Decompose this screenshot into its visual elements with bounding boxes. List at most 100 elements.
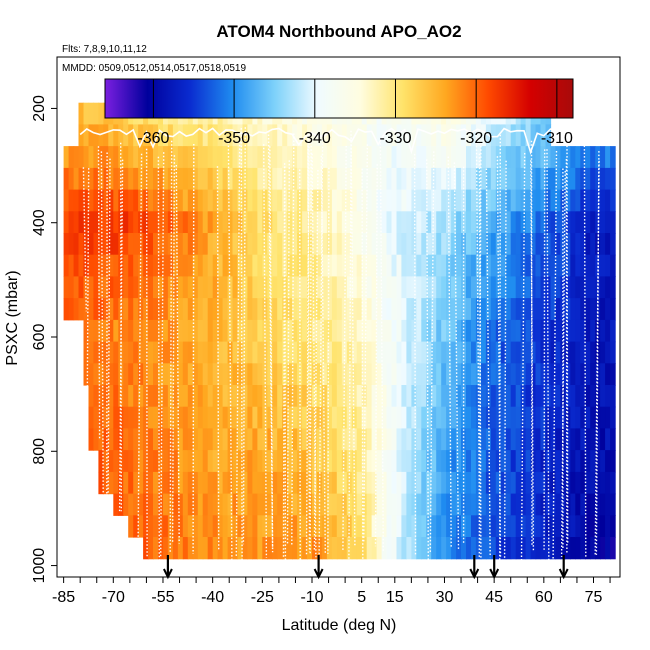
heat-cell — [172, 341, 179, 364]
heat-cell — [401, 537, 407, 560]
heat-cell — [317, 146, 323, 169]
heat-cell — [182, 254, 189, 277]
heat-cell — [326, 406, 333, 429]
heat-cell — [485, 211, 492, 234]
heat-cell — [287, 363, 293, 386]
heat-cell — [600, 146, 606, 169]
heat-cell — [565, 341, 571, 364]
heat-cell — [247, 385, 253, 408]
heat-cell — [88, 233, 95, 256]
heat-cell — [153, 537, 159, 560]
heat-cell — [456, 233, 462, 256]
heat-cell — [217, 406, 224, 429]
heat-cell — [456, 406, 462, 429]
heat-cell — [575, 319, 581, 343]
heat-cell — [282, 298, 288, 321]
heat-cell — [510, 363, 517, 386]
heat-cell — [590, 276, 596, 299]
heat-cell — [257, 233, 263, 256]
heat-cell — [108, 385, 114, 408]
heat-cell — [118, 233, 124, 256]
heat-cell — [466, 298, 472, 321]
heat-cell — [600, 167, 606, 191]
heat-cell — [212, 189, 219, 212]
heat-cell — [585, 233, 591, 256]
heat-cell — [317, 515, 323, 538]
x-tick-label: -70 — [102, 589, 125, 606]
heat-cell — [123, 298, 129, 321]
heat-cell — [148, 537, 154, 560]
heat-cell — [510, 450, 517, 473]
heat-cell — [436, 537, 442, 560]
heat-cell — [108, 428, 114, 451]
heat-cell — [143, 319, 149, 343]
heat-cell — [431, 493, 437, 516]
heat-cell — [158, 167, 164, 191]
heat-cell — [346, 124, 353, 147]
heat-cell — [550, 211, 557, 234]
heat-cell — [356, 276, 363, 299]
heat-cell — [461, 319, 467, 343]
heat-cell — [346, 189, 353, 212]
heat-cell — [128, 428, 134, 451]
heat-cell — [292, 471, 298, 495]
heat-cell — [411, 254, 417, 277]
heat-cell — [381, 385, 388, 408]
heat-cell — [262, 515, 268, 538]
heat-cell — [247, 471, 253, 495]
heat-cell — [610, 450, 616, 473]
heat-cell — [461, 537, 467, 560]
heat-cell — [386, 471, 393, 495]
heat-cell — [456, 341, 462, 364]
heat-cell — [252, 276, 258, 299]
heat-cell — [321, 298, 328, 321]
heat-cell — [396, 450, 403, 473]
heat-cell — [485, 493, 492, 516]
heat-cell — [277, 211, 283, 234]
heat-cell — [386, 428, 393, 451]
heat-cell — [361, 450, 368, 473]
heat-cell — [525, 124, 532, 147]
heat-cell — [436, 211, 442, 234]
heat-cell — [63, 298, 70, 321]
heat-cell — [217, 146, 224, 169]
flight-track — [269, 146, 274, 550]
heat-cell — [366, 319, 373, 343]
heat-cell — [158, 341, 164, 364]
heat-cell — [580, 385, 586, 408]
heat-cell — [143, 493, 149, 516]
heat-cell — [575, 363, 581, 386]
heat-cell — [237, 254, 244, 277]
heat-cell — [490, 493, 497, 516]
heat-cell — [247, 363, 253, 386]
heat-cell — [302, 450, 308, 473]
heat-cell — [277, 276, 283, 299]
heat-cell — [456, 428, 462, 451]
heat-cell — [197, 450, 204, 473]
heat-cell — [272, 124, 278, 147]
heat-cell — [371, 537, 378, 560]
heat-cell — [227, 537, 234, 560]
heat-cell — [475, 189, 482, 212]
heat-cell — [143, 233, 149, 256]
heat-cell — [272, 146, 278, 169]
heat-cell — [336, 211, 343, 234]
heat-cell — [128, 254, 134, 277]
heat-cell — [202, 298, 209, 321]
heat-cell — [495, 146, 502, 169]
heat-cell — [232, 146, 239, 169]
heat-cell — [128, 493, 134, 516]
heat-cell — [153, 428, 159, 451]
heat-cell — [187, 341, 194, 364]
heat-cell — [525, 189, 532, 212]
heat-cell — [207, 167, 214, 191]
heat-cell — [391, 471, 398, 495]
heat-cell — [133, 319, 139, 343]
heat-cell — [485, 341, 492, 364]
heat-cell — [530, 406, 537, 429]
heat-cell — [406, 189, 412, 212]
heat-cell — [426, 515, 432, 538]
heat-cell — [366, 428, 373, 451]
heat-cell — [302, 319, 308, 343]
heat-cell — [461, 515, 467, 538]
